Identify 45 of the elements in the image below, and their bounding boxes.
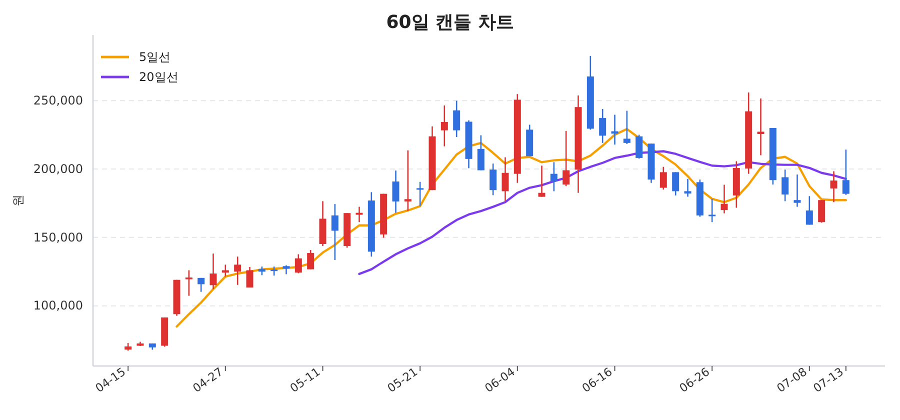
candlestick: [794, 174, 801, 208]
y-tick-label: 100,000: [33, 298, 83, 313]
candlestick: [538, 164, 546, 198]
candlestick: [185, 270, 192, 296]
candlestick: [210, 252, 217, 290]
candlestick: [550, 162, 558, 192]
y-tick-label: 150,000: [33, 230, 83, 244]
candlestick: [477, 134, 484, 171]
candlestick: [234, 256, 242, 286]
legend-label: 5일선: [139, 50, 171, 64]
candlestick: [830, 170, 838, 203]
candlestick: [562, 130, 570, 187]
candlestick: [246, 266, 254, 288]
y-axis-title: 원: [11, 194, 25, 206]
candlestick: [782, 168, 789, 202]
candlestick: [818, 199, 826, 224]
legend-label: 20일선: [139, 70, 178, 84]
line-series: [176, 128, 848, 328]
candlestick: [198, 277, 205, 293]
candlestick: [453, 100, 460, 138]
candlestick: [502, 156, 509, 202]
candlestick: [490, 162, 497, 196]
candlestick: [757, 98, 764, 156]
line-series: [358, 150, 848, 276]
candlestick: [270, 266, 278, 276]
y-tick-label: 200,000: [33, 162, 83, 176]
candlestick: [806, 195, 813, 226]
y-tick-label: 250,000: [33, 93, 83, 108]
candlestick: [660, 166, 667, 190]
candlestick: [294, 254, 302, 274]
chart-title: 60일 캔들 차트: [386, 12, 514, 33]
candlestick: [720, 184, 728, 214]
candlestick: [623, 110, 630, 145]
candlestick: [416, 181, 424, 207]
candlestick: [599, 108, 606, 144]
candlestick: [842, 148, 850, 196]
candlestick: [331, 203, 338, 261]
candlestick: [672, 172, 680, 196]
candlestick: [636, 134, 643, 160]
candlestick: [392, 170, 400, 214]
candlestick: [440, 104, 448, 147]
candlestick: [708, 198, 716, 223]
candlestick: [307, 249, 314, 270]
candlestick: [404, 150, 412, 212]
candlestick: [684, 178, 692, 198]
